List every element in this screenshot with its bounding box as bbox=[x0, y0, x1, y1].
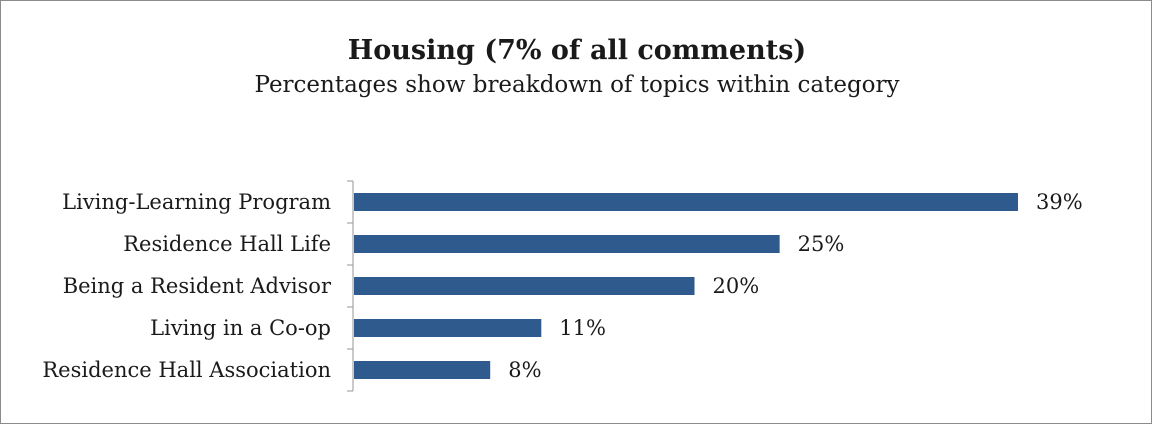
data-label: 25% bbox=[798, 232, 845, 256]
data-label: 39% bbox=[1036, 190, 1083, 214]
bar bbox=[354, 193, 1018, 211]
bar bbox=[354, 361, 491, 379]
category-label: Residence Hall Life bbox=[123, 232, 331, 256]
data-label: 8% bbox=[508, 358, 541, 382]
category-axis: Living-Learning Program Residence Hall Li… bbox=[42, 180, 354, 392]
bar bbox=[354, 319, 542, 337]
chart-subtitle: Percentages show breakdown of topics wit… bbox=[255, 72, 900, 98]
data-label: 11% bbox=[559, 316, 606, 340]
category-label: Living-Learning Program bbox=[62, 190, 331, 214]
bars: 39% 25% 20% 11% 8% bbox=[354, 190, 1083, 382]
bar bbox=[354, 277, 695, 295]
category-label: Living in a Co-op bbox=[150, 316, 331, 340]
chart-title: Housing (7% of all comments) bbox=[348, 35, 806, 66]
category-label: Residence Hall Association bbox=[42, 358, 331, 382]
category-label: Being a Resident Advisor bbox=[63, 274, 332, 298]
bar bbox=[354, 235, 780, 253]
data-label: 20% bbox=[713, 274, 760, 298]
